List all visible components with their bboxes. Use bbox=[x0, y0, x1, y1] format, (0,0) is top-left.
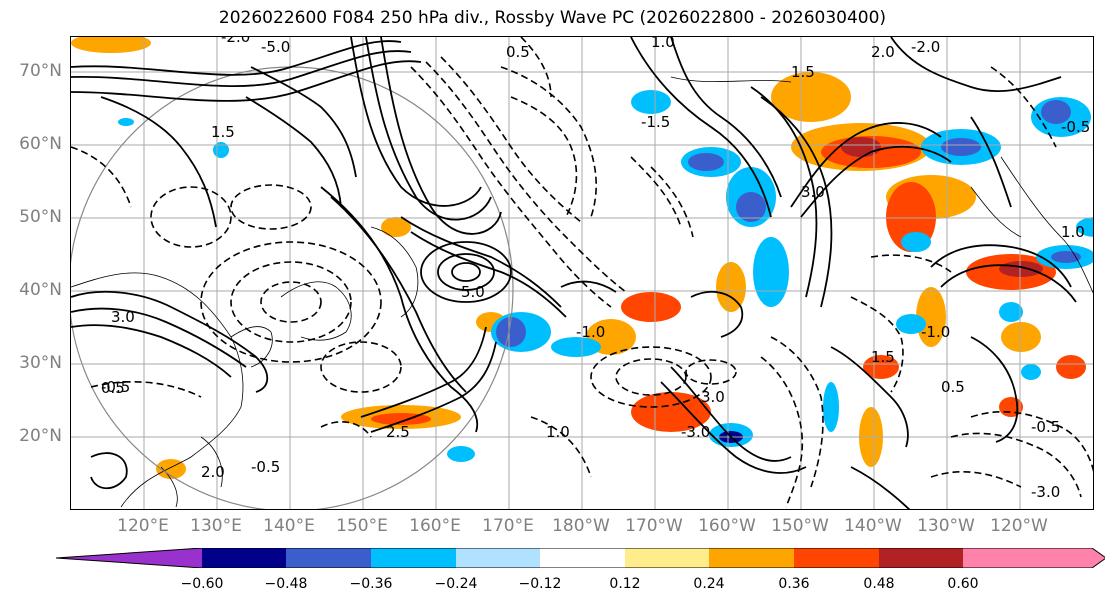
contour-label: 2.0 bbox=[871, 43, 895, 61]
colorbar-bin bbox=[709, 548, 794, 568]
colorbar-bin bbox=[286, 548, 371, 568]
contour-label: -0.5 bbox=[101, 378, 130, 396]
colorbar-bin bbox=[456, 548, 540, 568]
region-circle bbox=[71, 66, 514, 509]
contour-label: 3.0 bbox=[801, 183, 825, 201]
contour-label: 1.0 bbox=[1061, 223, 1085, 241]
contour-label: 0.5 bbox=[101, 379, 125, 397]
contour-label: -0.5 bbox=[1061, 118, 1090, 136]
lon-label: 160°W bbox=[698, 516, 756, 536]
contour-label: 3.0 bbox=[701, 388, 725, 406]
lat-label: 30°N bbox=[19, 353, 62, 373]
contour-label: 0.5 bbox=[941, 378, 965, 396]
colorbar-tick-label: 0.12 bbox=[609, 576, 641, 592]
lat-label: 50°N bbox=[19, 207, 62, 227]
lon-label: 150°E bbox=[336, 516, 388, 536]
contour-label: -0.5 bbox=[1031, 418, 1060, 436]
colorbar-tick-label: −0.60 bbox=[180, 576, 224, 592]
lon-label: 170°E bbox=[482, 516, 534, 536]
colorbar-bin bbox=[371, 548, 456, 568]
contour-label: -2.0 bbox=[911, 38, 940, 56]
contour-label: 1.5 bbox=[211, 123, 235, 141]
contour-label: -2.0 bbox=[221, 37, 250, 46]
colorbar-tick-label: 0.24 bbox=[693, 576, 725, 592]
colorbar bbox=[56, 548, 1105, 568]
map-svg: -0.5 0.5 1.0 -1.0 1.5 -1.5 2.0 -2.0 2.5 … bbox=[71, 37, 1093, 509]
colorbar-tick-label: 0.48 bbox=[863, 576, 895, 592]
shaded-divergence bbox=[71, 37, 1093, 479]
colorbar-extend-high bbox=[963, 548, 1105, 568]
colorbar-bin bbox=[540, 548, 625, 568]
contour-label: 1.5 bbox=[871, 348, 895, 366]
lon-label: 130°E bbox=[190, 516, 242, 536]
contour-label: 5.0 bbox=[461, 283, 485, 301]
gridlines bbox=[71, 37, 1093, 509]
colorbar-tick-label: 0.36 bbox=[778, 576, 810, 592]
lon-label: 140°E bbox=[263, 516, 315, 536]
lat-label: 40°N bbox=[19, 280, 62, 300]
contour-label: -3.0 bbox=[681, 423, 710, 441]
lon-label: 130°W bbox=[917, 516, 975, 536]
contour-label: 3.0 bbox=[111, 308, 135, 326]
colorbar-bin bbox=[879, 548, 963, 568]
contour-label: -1.5 bbox=[641, 113, 670, 131]
contour-label: -5.0 bbox=[261, 38, 290, 56]
lat-label: 60°N bbox=[19, 134, 62, 154]
dashed-contours bbox=[71, 37, 1093, 508]
contour-label: 0.5 bbox=[506, 43, 530, 61]
contour-label: -0.5 bbox=[251, 458, 280, 476]
contour-label: -1.0 bbox=[921, 323, 950, 341]
lon-label: 140°W bbox=[844, 516, 902, 536]
lon-label: 160°E bbox=[409, 516, 461, 536]
colorbar-bin bbox=[794, 548, 879, 568]
solid-contours bbox=[71, 37, 1077, 509]
contour-label: 1.0 bbox=[546, 423, 570, 441]
lat-label: 20°N bbox=[19, 426, 62, 446]
contour-label-group: -0.5 0.5 1.0 -1.0 1.5 -1.5 2.0 -2.0 2.5 … bbox=[101, 37, 1090, 501]
colorbar-tick-label: −0.12 bbox=[518, 576, 562, 592]
lon-label: 120°E bbox=[117, 516, 169, 536]
colorbar-bin bbox=[202, 548, 286, 568]
lon-label: 120°W bbox=[990, 516, 1048, 536]
colorbar-tick-label: 0.60 bbox=[947, 576, 979, 592]
colorbar-tick-label: −0.48 bbox=[264, 576, 308, 592]
contour-label: 1.0 bbox=[651, 37, 675, 51]
contour-label: 2.5 bbox=[386, 423, 410, 441]
colorbar-bin bbox=[625, 548, 709, 568]
colorbar-tick-label: −0.24 bbox=[434, 576, 478, 592]
lon-label: 150°W bbox=[771, 516, 829, 536]
contour-label: -1.0 bbox=[576, 323, 605, 341]
contour-label: 2.0 bbox=[201, 463, 225, 481]
contour-label: 1.5 bbox=[791, 63, 815, 81]
colorbar-extend-low bbox=[56, 548, 202, 568]
colorbar-tick-label: −0.36 bbox=[349, 576, 393, 592]
lat-label: 70°N bbox=[19, 61, 62, 81]
map-panel: -0.5 0.5 1.0 -1.0 1.5 -1.5 2.0 -2.0 2.5 … bbox=[70, 36, 1094, 510]
chart-title: 2026022600 F084 250 hPa div., Rossby Wav… bbox=[218, 8, 887, 28]
contour-label: -3.0 bbox=[1031, 483, 1060, 501]
lon-label: 170°W bbox=[625, 516, 683, 536]
lon-label: 180°W bbox=[552, 516, 610, 536]
